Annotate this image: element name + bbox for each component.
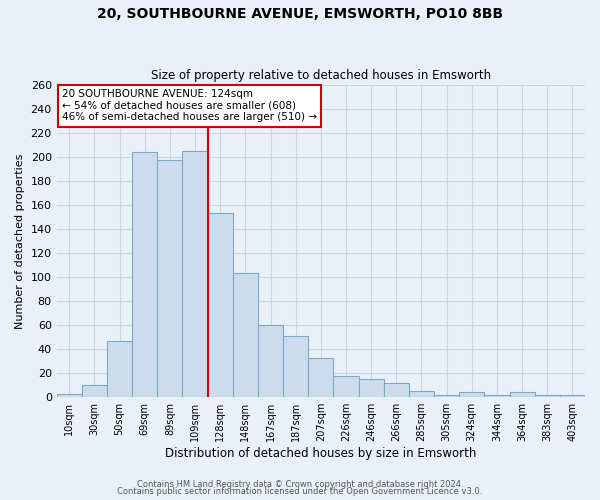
- Bar: [535, 395, 560, 397]
- Bar: [157, 160, 182, 397]
- X-axis label: Distribution of detached houses by size in Emsworth: Distribution of detached houses by size …: [165, 447, 476, 460]
- Y-axis label: Number of detached properties: Number of detached properties: [15, 153, 25, 328]
- Bar: [308, 358, 334, 397]
- Bar: [82, 385, 107, 397]
- Text: 20, SOUTHBOURNE AVENUE, EMSWORTH, PO10 8BB: 20, SOUTHBOURNE AVENUE, EMSWORTH, PO10 8…: [97, 8, 503, 22]
- Title: Size of property relative to detached houses in Emsworth: Size of property relative to detached ho…: [151, 69, 491, 82]
- Bar: [409, 391, 434, 397]
- Bar: [182, 150, 208, 397]
- Text: 20 SOUTHBOURNE AVENUE: 124sqm
← 54% of detached houses are smaller (608)
46% of : 20 SOUTHBOURNE AVENUE: 124sqm ← 54% of d…: [62, 89, 317, 122]
- Bar: [484, 395, 509, 397]
- Bar: [132, 152, 157, 397]
- Bar: [208, 213, 233, 397]
- Bar: [509, 392, 535, 397]
- Bar: [334, 376, 359, 397]
- Bar: [56, 394, 82, 397]
- Bar: [359, 379, 384, 397]
- Bar: [107, 340, 132, 397]
- Bar: [258, 325, 283, 397]
- Bar: [233, 274, 258, 397]
- Text: Contains public sector information licensed under the Open Government Licence v3: Contains public sector information licen…: [118, 487, 482, 496]
- Bar: [283, 336, 308, 397]
- Bar: [459, 392, 484, 397]
- Bar: [560, 395, 585, 397]
- Text: Contains HM Land Registry data © Crown copyright and database right 2024.: Contains HM Land Registry data © Crown c…: [137, 480, 463, 489]
- Bar: [434, 395, 459, 397]
- Bar: [384, 383, 409, 397]
